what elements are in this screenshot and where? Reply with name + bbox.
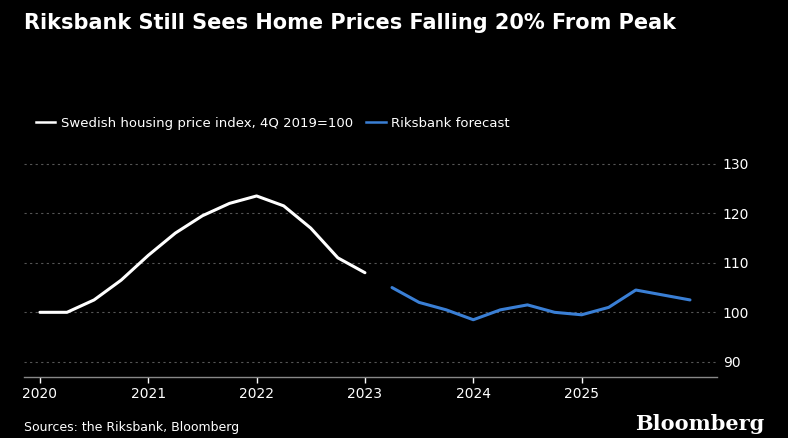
Text: Sources: the Riksbank, Bloomberg: Sources: the Riksbank, Bloomberg: [24, 420, 239, 434]
Legend: Swedish housing price index, 4Q 2019=100, Riksbank forecast: Swedish housing price index, 4Q 2019=100…: [30, 112, 515, 135]
Text: Riksbank Still Sees Home Prices Falling 20% From Peak: Riksbank Still Sees Home Prices Falling …: [24, 13, 675, 33]
Text: Bloomberg: Bloomberg: [635, 413, 764, 434]
